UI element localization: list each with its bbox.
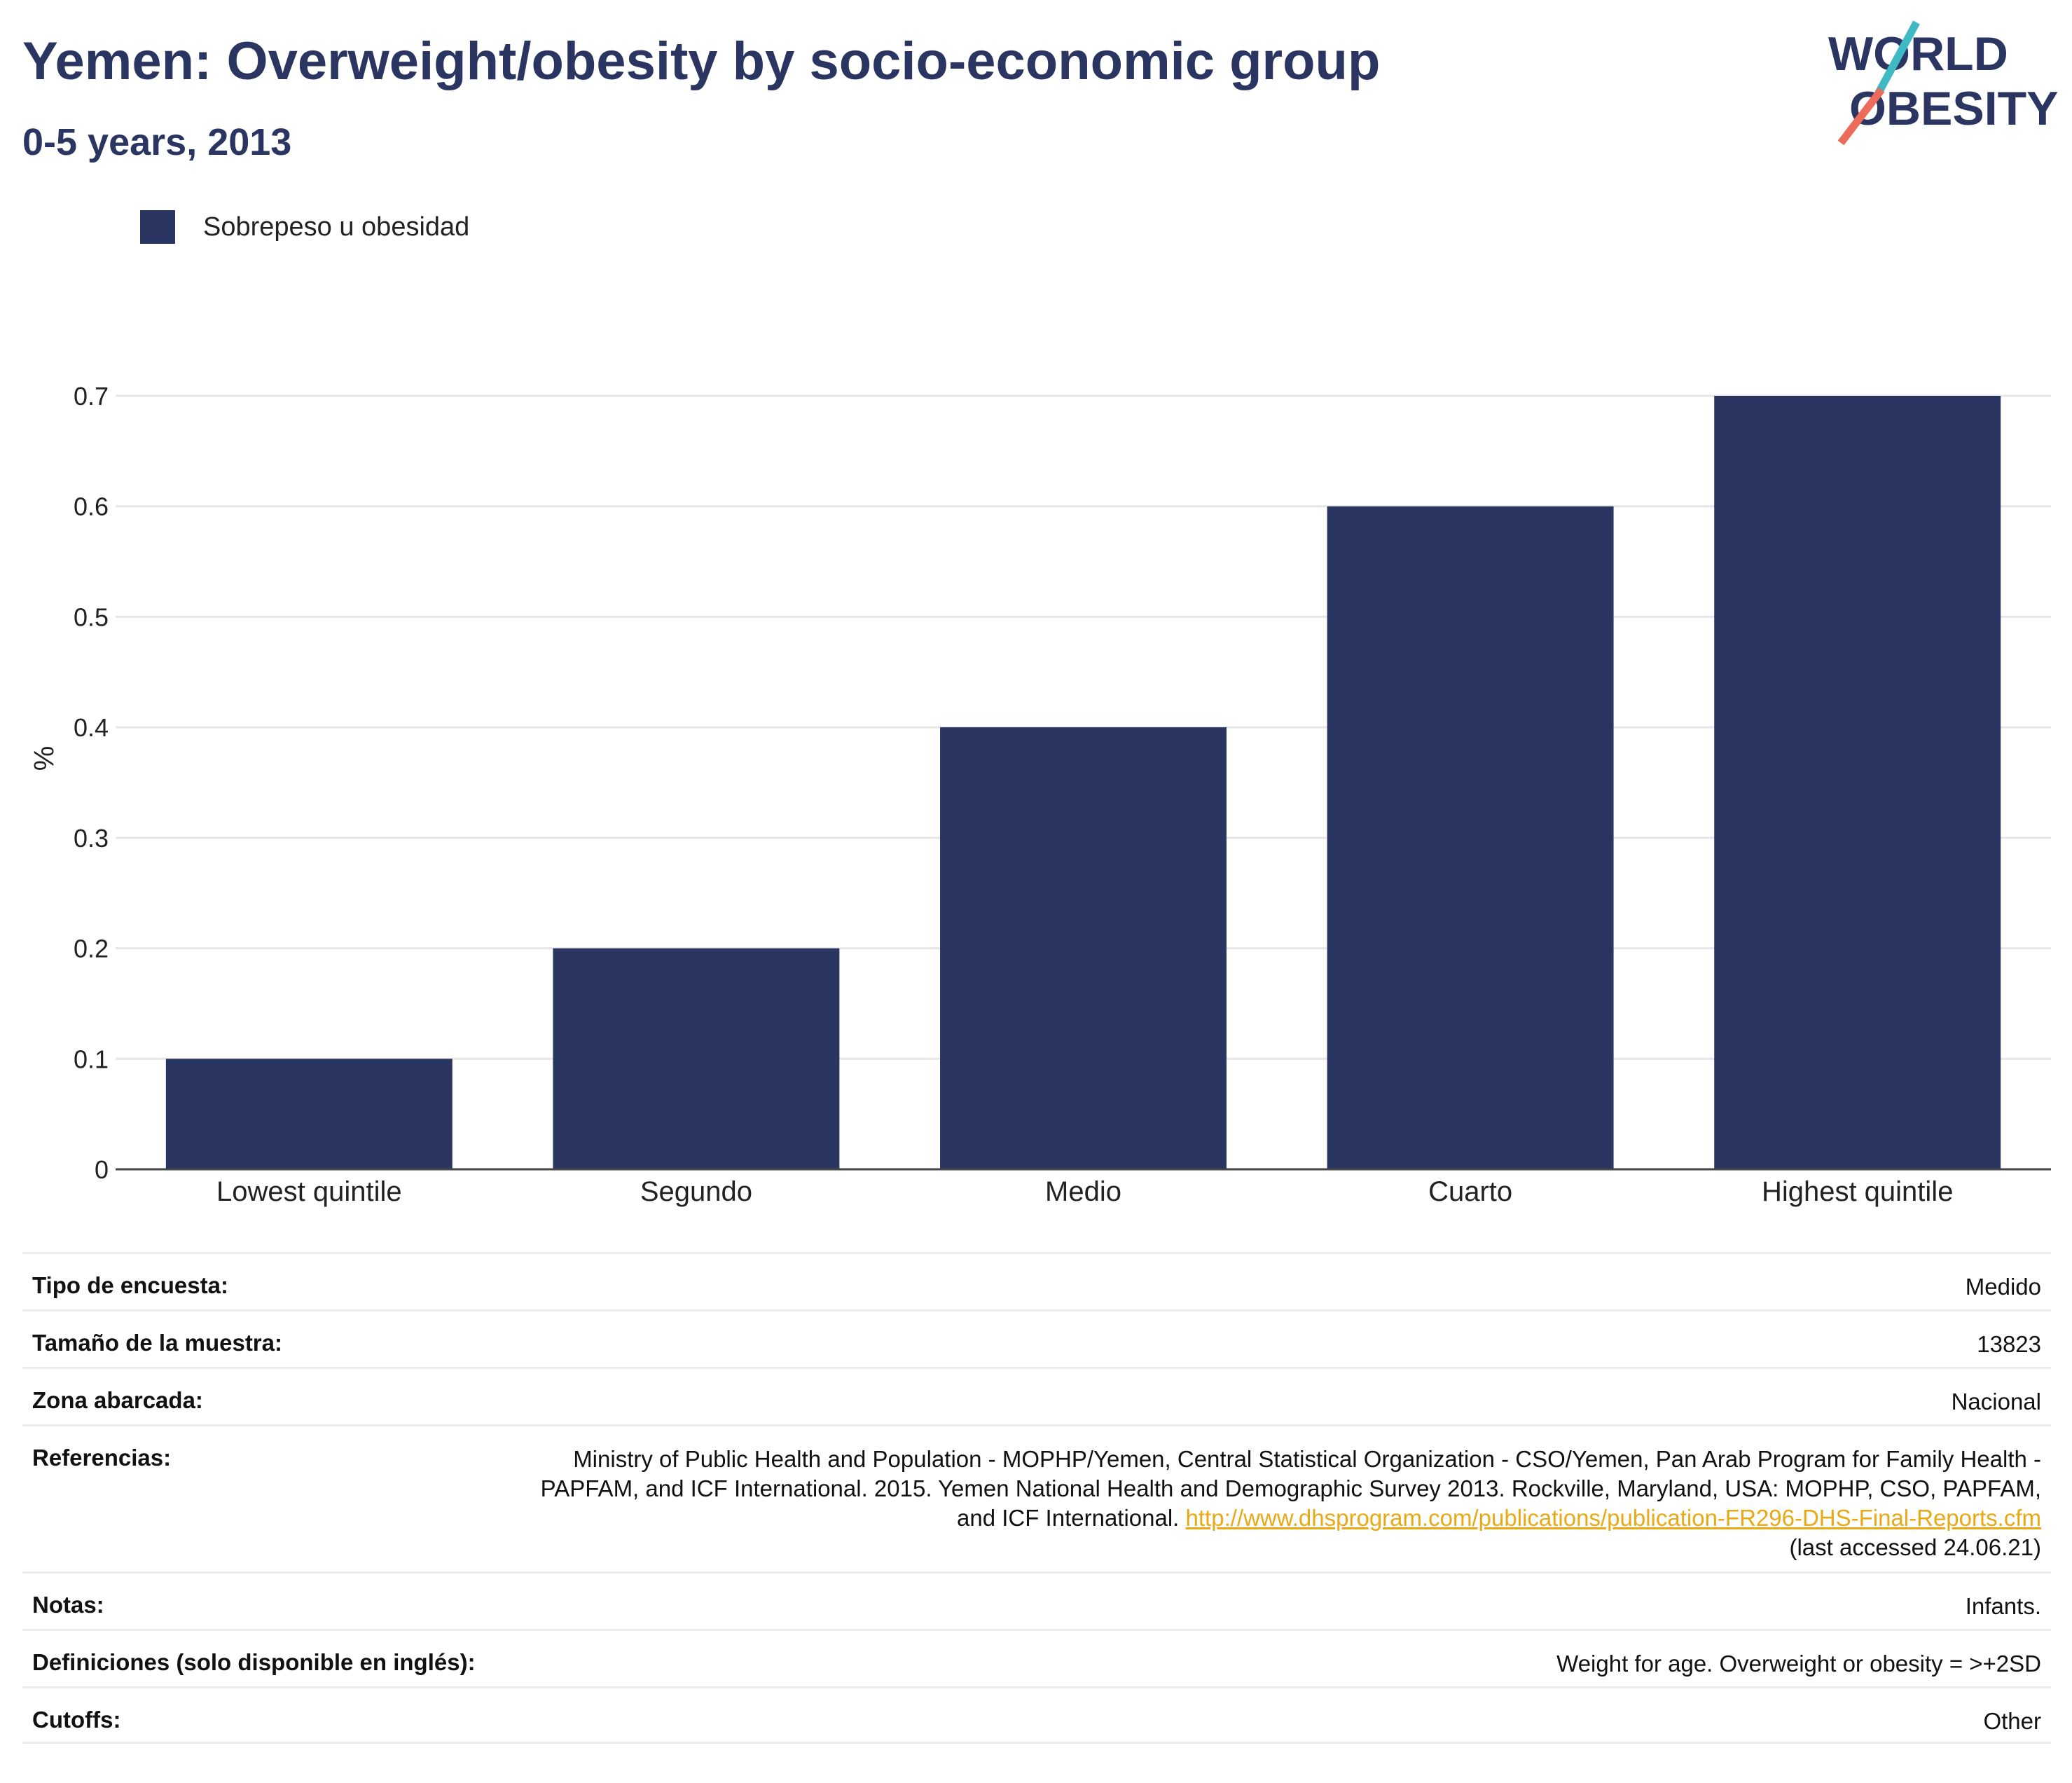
logo-text-obesity: OBESITY (1849, 82, 2059, 135)
y-tick-label: 0.7 (74, 382, 109, 411)
info-row-definitions: Definiciones (solo disponible en inglés)… (22, 1629, 2051, 1686)
cutoffs-value: Other (1983, 1708, 2041, 1734)
area-label: Zona abarcada: (32, 1387, 203, 1413)
legend-label: Sobrepeso u obesidad (203, 212, 470, 242)
references-value: Ministry of Public Health and Population… (535, 1426, 2041, 1562)
info-row-survey-type: Tipo de encuesta: Medido (22, 1252, 2051, 1309)
cutoffs-label: Cutoffs: (32, 1707, 121, 1733)
y-tick-label: 0.5 (74, 603, 109, 631)
info-row-notes: Notas: Infants. (22, 1571, 2051, 1629)
references-accessed: (last accessed 24.06.21) (1789, 1534, 2041, 1560)
definitions-value: Weight for age. Overweight or obesity = … (1556, 1651, 2041, 1677)
survey-type-value: Medido (1965, 1274, 2041, 1300)
x-tick-label: Highest quintile (1762, 1176, 1954, 1207)
y-tick-label: 0 (95, 1155, 109, 1184)
x-tick-label: Cuarto (1428, 1176, 1512, 1207)
info-row-sample-size: Tamaño de la muestra: 13823 (22, 1309, 2051, 1367)
info-row-cutoffs: Cutoffs: Other (22, 1686, 2051, 1744)
y-tick-label: 0.2 (74, 935, 109, 963)
y-tick-label: 0.4 (74, 713, 109, 742)
logo-slash-teal (1874, 20, 1920, 97)
info-table: Tipo de encuesta: Medido Tamaño de la mu… (22, 1252, 2051, 1744)
bar (553, 948, 840, 1169)
references-label: Referencias: (32, 1445, 172, 1471)
survey-type-label: Tipo de encuesta: (32, 1272, 228, 1298)
info-row-references: Referencias: Ministry of Public Health a… (22, 1424, 2051, 1571)
y-tick-label: 0.3 (74, 824, 109, 853)
bar (1327, 506, 1614, 1169)
bar (940, 727, 1227, 1169)
area-value: Nacional (1951, 1389, 2041, 1414)
x-tick-label: Segundo (640, 1176, 752, 1207)
logo-text-world: WORLD (1828, 27, 2008, 81)
chart-title: Yemen: Overweight/obesity by socio-econo… (22, 32, 1381, 91)
chart-legend: Sobrepeso u obesidad (140, 209, 469, 245)
bar (1714, 396, 2001, 1169)
references-text: Ministry of Public Health and Population… (540, 1446, 2041, 1531)
world-obesity-logo: WORLD OBESITY (1828, 20, 2059, 146)
references-link[interactable]: http://www.dhsprogram.com/publications/p… (1185, 1505, 2041, 1531)
sample-size-label: Tamaño de la muestra: (32, 1330, 282, 1356)
y-tick-label: 0.1 (74, 1045, 109, 1073)
legend-swatch (140, 210, 175, 244)
bar (165, 1059, 453, 1169)
definitions-label: Definiciones (solo disponible en inglés)… (32, 1649, 476, 1675)
notes-value: Infants. (1965, 1593, 2041, 1619)
x-tick-label: Medio (1045, 1176, 1121, 1207)
logo-slash-coral (1837, 87, 1885, 146)
x-tick-label: Lowest quintile (216, 1176, 402, 1207)
notes-label: Notas: (32, 1592, 104, 1618)
sample-size-value: 13823 (1977, 1331, 2041, 1357)
bar-chart: 0 0.1 0.2 0.3 0.4 0.5 0.6 0.7 Lowest quintile Seg… (74, 382, 2051, 1207)
chart-subtitle: 0-5 years, 2013 (22, 121, 292, 163)
y-tick-label: 0.6 (74, 493, 109, 521)
info-row-area: Zona abarcada: Nacional (22, 1367, 2051, 1424)
